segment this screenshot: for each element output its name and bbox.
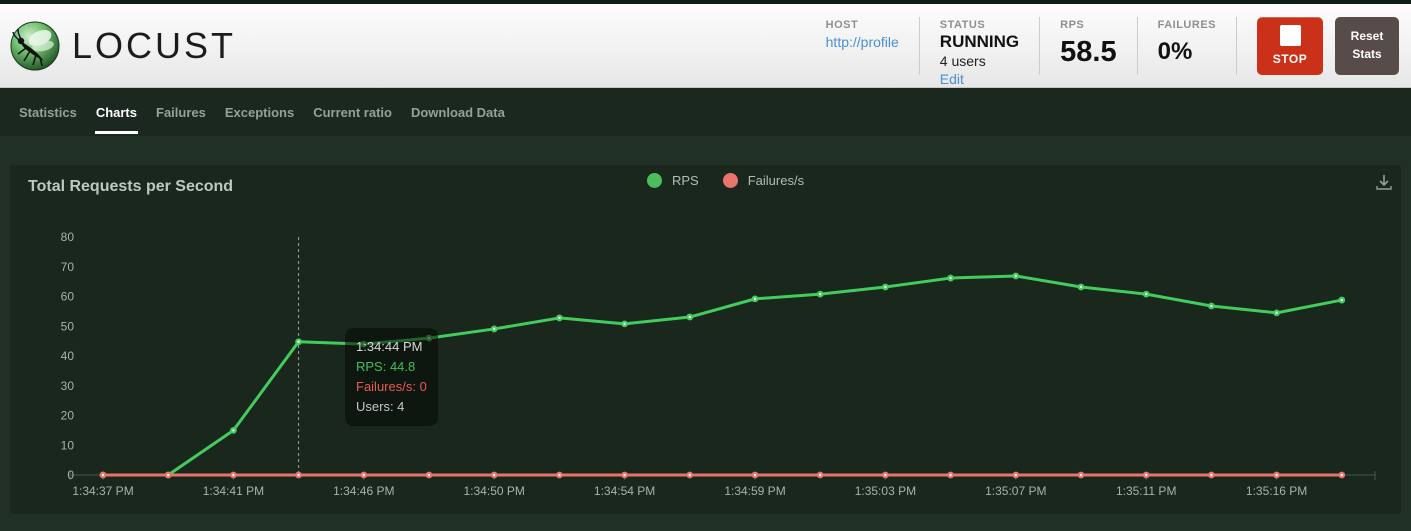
stop-button[interactable]: STOP — [1257, 16, 1323, 75]
host-link[interactable]: http://profile — [825, 33, 899, 50]
page-content: Total Requests per Second RPS Failures/s… — [0, 136, 1411, 531]
status-box: STATUS RUNNING 4 users Edit — [920, 16, 1041, 87]
app-title: LOCUST — [72, 24, 237, 66]
rps-legend-dot-icon — [647, 173, 662, 188]
brand: LOCUST — [10, 21, 236, 71]
svg-text:1:35:16 PM: 1:35:16 PM — [1246, 484, 1307, 498]
status-label: STATUS — [939, 18, 986, 31]
x-axis-labels: 1:34:37 PM 1:34:41 PM 1:34:46 PM 1:34:50 PM… — [72, 484, 1307, 498]
main-nav: Statistics Charts Failures Exceptions Cu… — [0, 88, 1411, 136]
legend-item-rps[interactable]: RPS — [647, 173, 699, 188]
rps-value: 58.5 — [1060, 35, 1117, 68]
svg-text:80: 80 — [61, 230, 75, 244]
failures-legend-label: Failures/s — [747, 173, 805, 188]
status-value: RUNNING — [939, 31, 1020, 51]
host-box: HOST http://profile — [806, 16, 920, 75]
chart-legend: RPS Failures/s — [647, 173, 828, 188]
chart-plot-area[interactable]: 0 10 20 30 40 50 60 70 80 1:34:37 PM 1:34:41 PM 1:3… — [10, 165, 1401, 514]
tab-current-ratio[interactable]: Current ratio — [313, 105, 392, 120]
locust-logo-icon — [10, 21, 60, 70]
svg-text:1:34:46 PM: 1:34:46 PM — [333, 484, 394, 498]
rps-label: RPS — [1060, 18, 1085, 31]
svg-text:60: 60 — [61, 290, 75, 304]
svg-text:1:35:11 PM: 1:35:11 PM — [1116, 484, 1176, 498]
rps-line-series[interactable] — [99, 272, 1346, 479]
svg-text:1:35:07 PM: 1:35:07 PM — [985, 484, 1046, 498]
svg-text:1:34:54 PM: 1:34:54 PM — [594, 484, 655, 498]
svg-text:40: 40 — [61, 349, 75, 363]
svg-text:1:34:41 PM: 1:34:41 PM — [203, 484, 264, 498]
user-count: 4 users — [939, 52, 986, 69]
tab-statistics[interactable]: Statistics — [19, 105, 77, 120]
y-axis-labels: 0 10 20 30 40 50 60 70 80 — [61, 230, 75, 482]
host-label: HOST — [825, 18, 859, 31]
svg-text:1:34:37 PM: 1:34:37 PM — [72, 484, 133, 498]
svg-text:10: 10 — [61, 438, 75, 452]
tab-download-data[interactable]: Download Data — [410, 105, 505, 120]
failures-line-series[interactable] — [99, 471, 1346, 479]
download-chart-icon[interactable] — [1374, 173, 1394, 193]
top-strip — [0, 0, 1411, 4]
svg-text:1:35:03 PM: 1:35:03 PM — [855, 484, 916, 498]
failures-value: 0% — [1157, 37, 1193, 65]
svg-text:20: 20 — [61, 409, 75, 423]
svg-text:1:34:59 PM: 1:34:59 PM — [724, 484, 785, 498]
svg-text:0: 0 — [67, 468, 74, 482]
header-stats: HOST http://profile STATUS RUNNING 4 use… — [806, 16, 1399, 87]
svg-text:50: 50 — [61, 319, 75, 333]
reset-stats-button[interactable]: Reset Stats — [1335, 16, 1399, 75]
tab-exceptions[interactable]: Exceptions — [224, 105, 295, 120]
edit-link[interactable]: Edit — [939, 70, 964, 87]
svg-text:1:34:50 PM: 1:34:50 PM — [464, 484, 525, 498]
rps-box: RPS 58.5 — [1040, 16, 1138, 75]
svg-text:30: 30 — [61, 379, 75, 393]
stop-button-label: STOP — [1272, 52, 1308, 66]
rps-legend-label: RPS — [672, 173, 699, 188]
failures-label: FAILURES — [1157, 18, 1216, 31]
tab-failures[interactable]: Failures — [156, 105, 206, 120]
svg-text:70: 70 — [61, 260, 75, 274]
tab-charts[interactable]: Charts — [94, 90, 138, 134]
rps-chart-panel: Total Requests per Second RPS Failures/s… — [10, 165, 1401, 514]
app-header: LOCUST HOST http://profile STATUS RUNNIN… — [0, 4, 1411, 88]
chart-title: Total Requests per Second — [28, 178, 234, 195]
legend-item-failures[interactable]: Failures/s — [722, 173, 805, 188]
stop-square-icon — [1279, 25, 1301, 46]
failures-legend-dot-icon — [722, 173, 738, 188]
failures-box: FAILURES 0% — [1138, 16, 1237, 75]
